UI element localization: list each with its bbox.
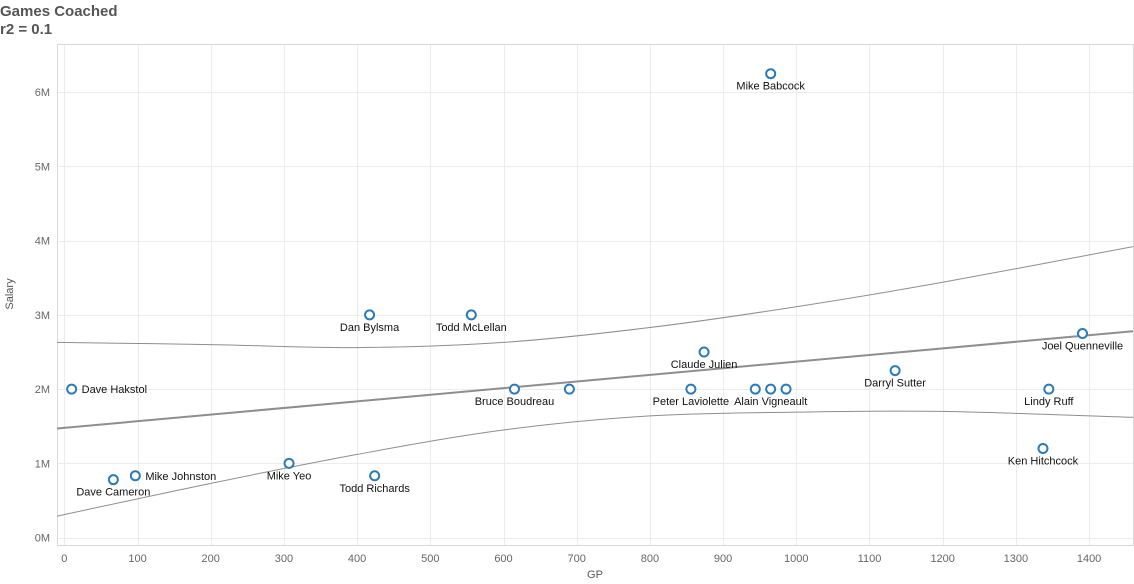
y-tick-label: 6M (35, 87, 50, 99)
data-point (369, 470, 381, 482)
chart-title: Games Coached (0, 3, 118, 20)
data-point (780, 383, 792, 395)
y-tick-label: 0M (35, 533, 50, 545)
point-label: Dave Hakstol (82, 384, 147, 396)
trend-line-layer (56, 330, 1134, 430)
point-label: Dan Bylsma (340, 322, 400, 334)
point-label: Mike Johnston (145, 471, 216, 483)
point-label: Alain Vigneault (734, 396, 807, 408)
point-labels-layer: Mike Babcock Dan Bylsma Todd McLellan Joel … (76, 81, 1123, 499)
point-label: Mike Yeo (267, 470, 312, 482)
point-label: Peter Laviolette (653, 396, 729, 408)
x-tick-label: 1200 (930, 553, 954, 565)
point-label: Mike Babcock (736, 81, 805, 93)
point-label: Darryl Sutter (864, 378, 926, 390)
data-point (1076, 327, 1088, 339)
x-tick-label: 900 (714, 553, 732, 565)
x-tick-label: 300 (275, 553, 293, 565)
chart-subtitle: r2 = 0.1 (0, 21, 53, 38)
x-tick-label: 600 (494, 553, 512, 565)
x-tick-label: 1100 (858, 553, 882, 565)
trend-line (56, 330, 1134, 430)
x-tick-label: 1300 (1004, 553, 1028, 565)
data-point (364, 309, 376, 321)
x-tick-label: 1400 (1077, 553, 1101, 565)
data-point (765, 68, 777, 80)
data-point (749, 383, 761, 395)
confidence-bands (56, 246, 1134, 517)
point-label: Lindy Ruff (1024, 396, 1074, 408)
data-point (1043, 383, 1055, 395)
y-tick-label: 4M (35, 236, 50, 248)
tick-labels-layer: 0 100 200 300 400 500 600 700 800 900 1000 1100 1200… (35, 87, 1102, 565)
x-tick-label: 1000 (784, 553, 808, 565)
data-point (129, 470, 141, 482)
x-tick-label: 700 (568, 553, 586, 565)
point-label: Joel Quenneville (1042, 340, 1123, 352)
x-tick-label: 0 (61, 553, 67, 565)
data-point (465, 309, 477, 321)
y-tick-label: 1M (35, 458, 50, 470)
point-label: Todd Richards (340, 483, 411, 495)
data-point (698, 346, 710, 358)
upper-confidence-band (56, 246, 1134, 349)
data-point (685, 383, 697, 395)
y-tick-label: 3M (35, 310, 50, 322)
data-point (107, 474, 119, 486)
plot-frame (57, 44, 1134, 546)
x-tick-label: 200 (202, 553, 220, 565)
point-label: Todd McLellan (436, 322, 507, 334)
x-tick-label: 500 (421, 553, 439, 565)
chart-title-block: Games Coached r2 = 0.1 (0, 3, 118, 39)
y-tick-label: 5M (35, 161, 50, 173)
x-tick-label: 400 (348, 553, 366, 565)
x-axis-title: GP (587, 569, 603, 581)
y-tick-label: 2M (35, 384, 50, 396)
point-label: Bruce Boudreau (475, 396, 555, 408)
point-label: Ken Hitchcock (1008, 456, 1079, 468)
data-point (283, 457, 295, 469)
data-point (889, 365, 901, 377)
x-tick-label: 100 (128, 553, 146, 565)
grid (57, 44, 1133, 545)
data-point (66, 383, 78, 395)
point-label: Claude Julien (671, 359, 738, 371)
data-point (563, 383, 575, 395)
data-point (1037, 443, 1049, 455)
point-label: Dave Cameron (76, 487, 150, 499)
lower-confidence-band (56, 410, 1134, 517)
points-layer (66, 68, 1088, 486)
data-point (508, 383, 520, 395)
y-axis-title: Salary (4, 278, 16, 310)
x-tick-label: 800 (641, 553, 659, 565)
data-point (765, 383, 777, 395)
